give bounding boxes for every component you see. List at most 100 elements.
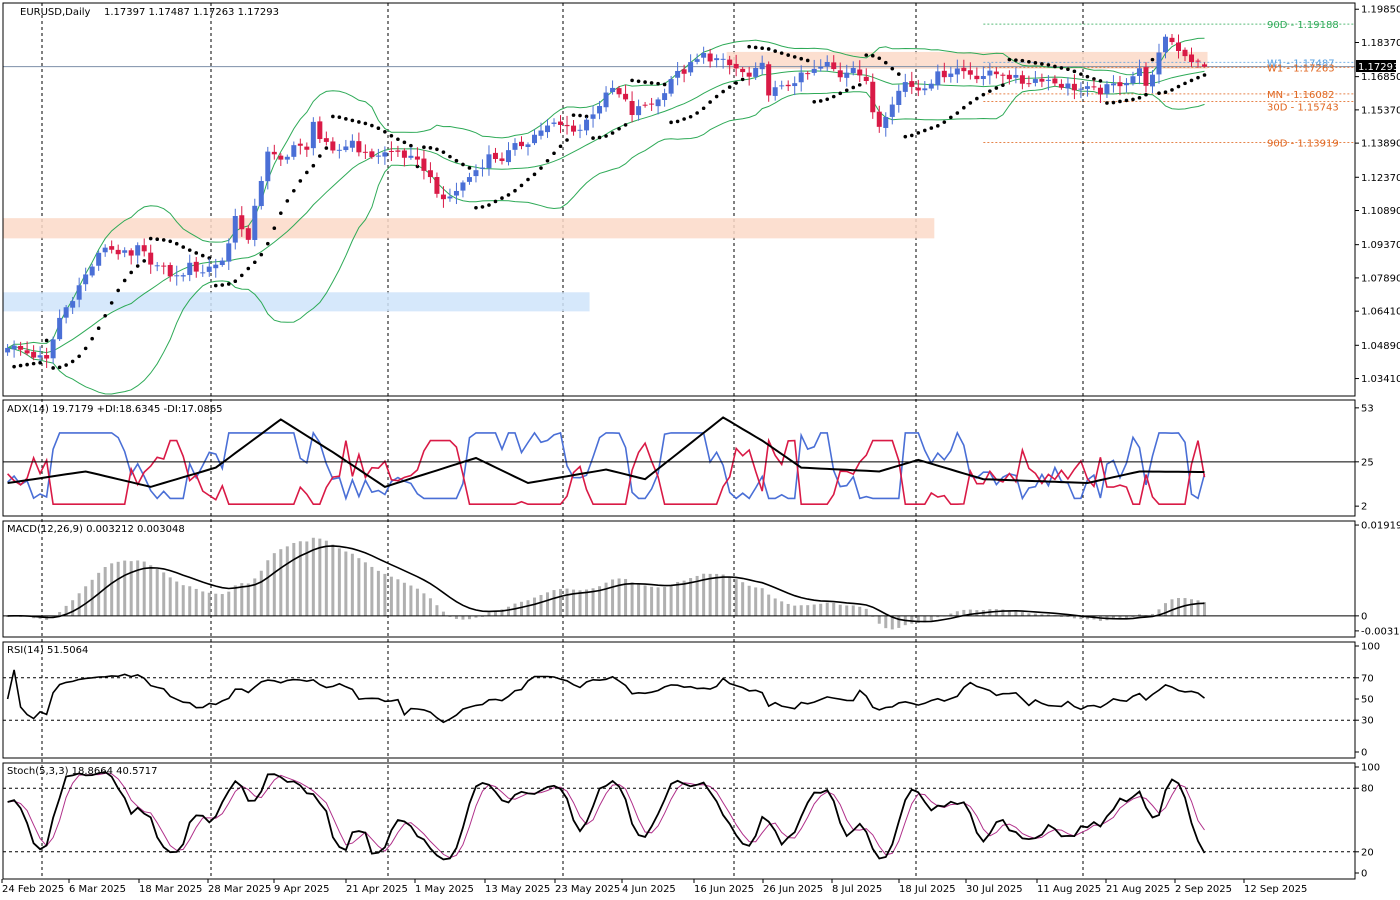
- sar-dot: [526, 177, 530, 182]
- candle-body: [323, 138, 329, 142]
- candle-body: [1162, 36, 1168, 53]
- candle: [870, 73, 876, 119]
- candle: [135, 242, 141, 264]
- date-tick-label: 12 Sep 2025: [1244, 884, 1307, 895]
- sar-dot: [955, 111, 960, 115]
- candle-body: [258, 180, 264, 207]
- candle-body: [714, 58, 720, 61]
- sar-dot: [766, 47, 771, 51]
- candle-body: [5, 347, 11, 353]
- sar-dot: [903, 134, 908, 139]
- macd-histogram-bar: [396, 579, 400, 616]
- macd-histogram-bar: [305, 541, 309, 616]
- candle-body: [831, 62, 837, 70]
- date-tick-label: 28 Mar 2025: [208, 884, 271, 895]
- candle: [980, 66, 986, 86]
- candle: [941, 62, 947, 83]
- candle: [928, 79, 934, 91]
- candle-body: [76, 285, 82, 300]
- sar-dot: [786, 53, 790, 57]
- sar-dot: [630, 78, 634, 83]
- candle-body: [824, 61, 830, 67]
- candle-body: [584, 119, 590, 131]
- candle-body: [948, 73, 954, 77]
- date-tick-label: 8 Jul 2025: [832, 884, 882, 895]
- candle-body: [889, 104, 895, 117]
- sar-dot: [675, 119, 680, 124]
- sar-dot: [318, 154, 322, 158]
- candle: [174, 265, 180, 286]
- sar-dot: [838, 91, 843, 96]
- adx-plus-di: [7, 430, 1206, 501]
- candle-body: [180, 275, 186, 277]
- macd-histogram-bar: [728, 576, 732, 616]
- candle-body: [1013, 74, 1019, 78]
- candle-body: [226, 243, 232, 262]
- candle-body: [304, 146, 310, 150]
- macd-histogram-bar: [604, 582, 608, 616]
- rsi-tick-label: 70: [1361, 673, 1374, 684]
- price-zone: [3, 292, 590, 312]
- candle: [551, 118, 557, 127]
- sar-dot: [213, 283, 218, 288]
- sar-dot: [480, 205, 485, 209]
- sar-dot: [825, 97, 830, 102]
- candle: [291, 141, 297, 160]
- sar-dot: [70, 359, 75, 364]
- candle-body: [330, 141, 336, 151]
- sar-dot: [734, 81, 738, 85]
- candle-body: [1052, 78, 1058, 84]
- macd-histogram-bar: [415, 588, 419, 616]
- macd-histogram-bar: [357, 558, 361, 616]
- sar-dot: [233, 279, 238, 284]
- macd-histogram-bar: [923, 615, 927, 623]
- candle: [1019, 70, 1025, 90]
- candle-body: [460, 182, 466, 191]
- sar-dot: [103, 314, 107, 318]
- candle: [668, 75, 674, 97]
- candle: [343, 139, 349, 153]
- sar-dot: [747, 44, 751, 49]
- sar-dot: [116, 288, 120, 293]
- candle-body: [18, 345, 24, 350]
- candle-body: [551, 122, 557, 124]
- macd-histogram-bar: [493, 610, 497, 616]
- candle-body: [414, 156, 420, 160]
- sar-dot: [975, 96, 979, 101]
- price-tick-label: 1.16850: [1361, 72, 1400, 83]
- macd-histogram-bar: [409, 585, 413, 616]
- sar-dot: [532, 172, 537, 177]
- candle-body: [1045, 79, 1051, 81]
- macd-histogram-bar: [1157, 609, 1161, 616]
- date-tick-label: 11 Aug 2025: [1037, 884, 1101, 895]
- macd-histogram-bar: [77, 593, 81, 616]
- candle: [167, 262, 173, 282]
- date-tick-label: 6 Mar 2025: [69, 884, 126, 895]
- candle-body: [219, 260, 225, 266]
- macd-histogram-bar: [513, 603, 517, 616]
- candle: [558, 115, 564, 134]
- macd-histogram-bar: [350, 553, 354, 616]
- macd-label: MACD(12,26,9) 0.003212 0.003048: [7, 524, 185, 535]
- candle-body: [375, 155, 381, 157]
- candle: [694, 53, 700, 65]
- macd-histogram-bar: [741, 582, 745, 616]
- candle-body: [278, 155, 284, 160]
- sar-dot: [1176, 84, 1181, 89]
- date-tick-label: 23 May 2025: [555, 884, 620, 895]
- candle: [499, 152, 505, 165]
- sar-dot: [1157, 91, 1161, 95]
- sar-dot: [649, 81, 654, 85]
- candle: [11, 340, 17, 358]
- adx-tick-label: 2: [1361, 502, 1367, 513]
- sar-dot: [226, 282, 231, 286]
- macd-tick-label: 0.01919: [1361, 521, 1400, 532]
- candle: [993, 67, 999, 79]
- macd-histogram-bar: [1027, 613, 1031, 616]
- candle: [844, 64, 850, 87]
- candle: [564, 115, 570, 135]
- candle: [681, 64, 687, 83]
- rsi-tick-label: 100: [1361, 642, 1380, 653]
